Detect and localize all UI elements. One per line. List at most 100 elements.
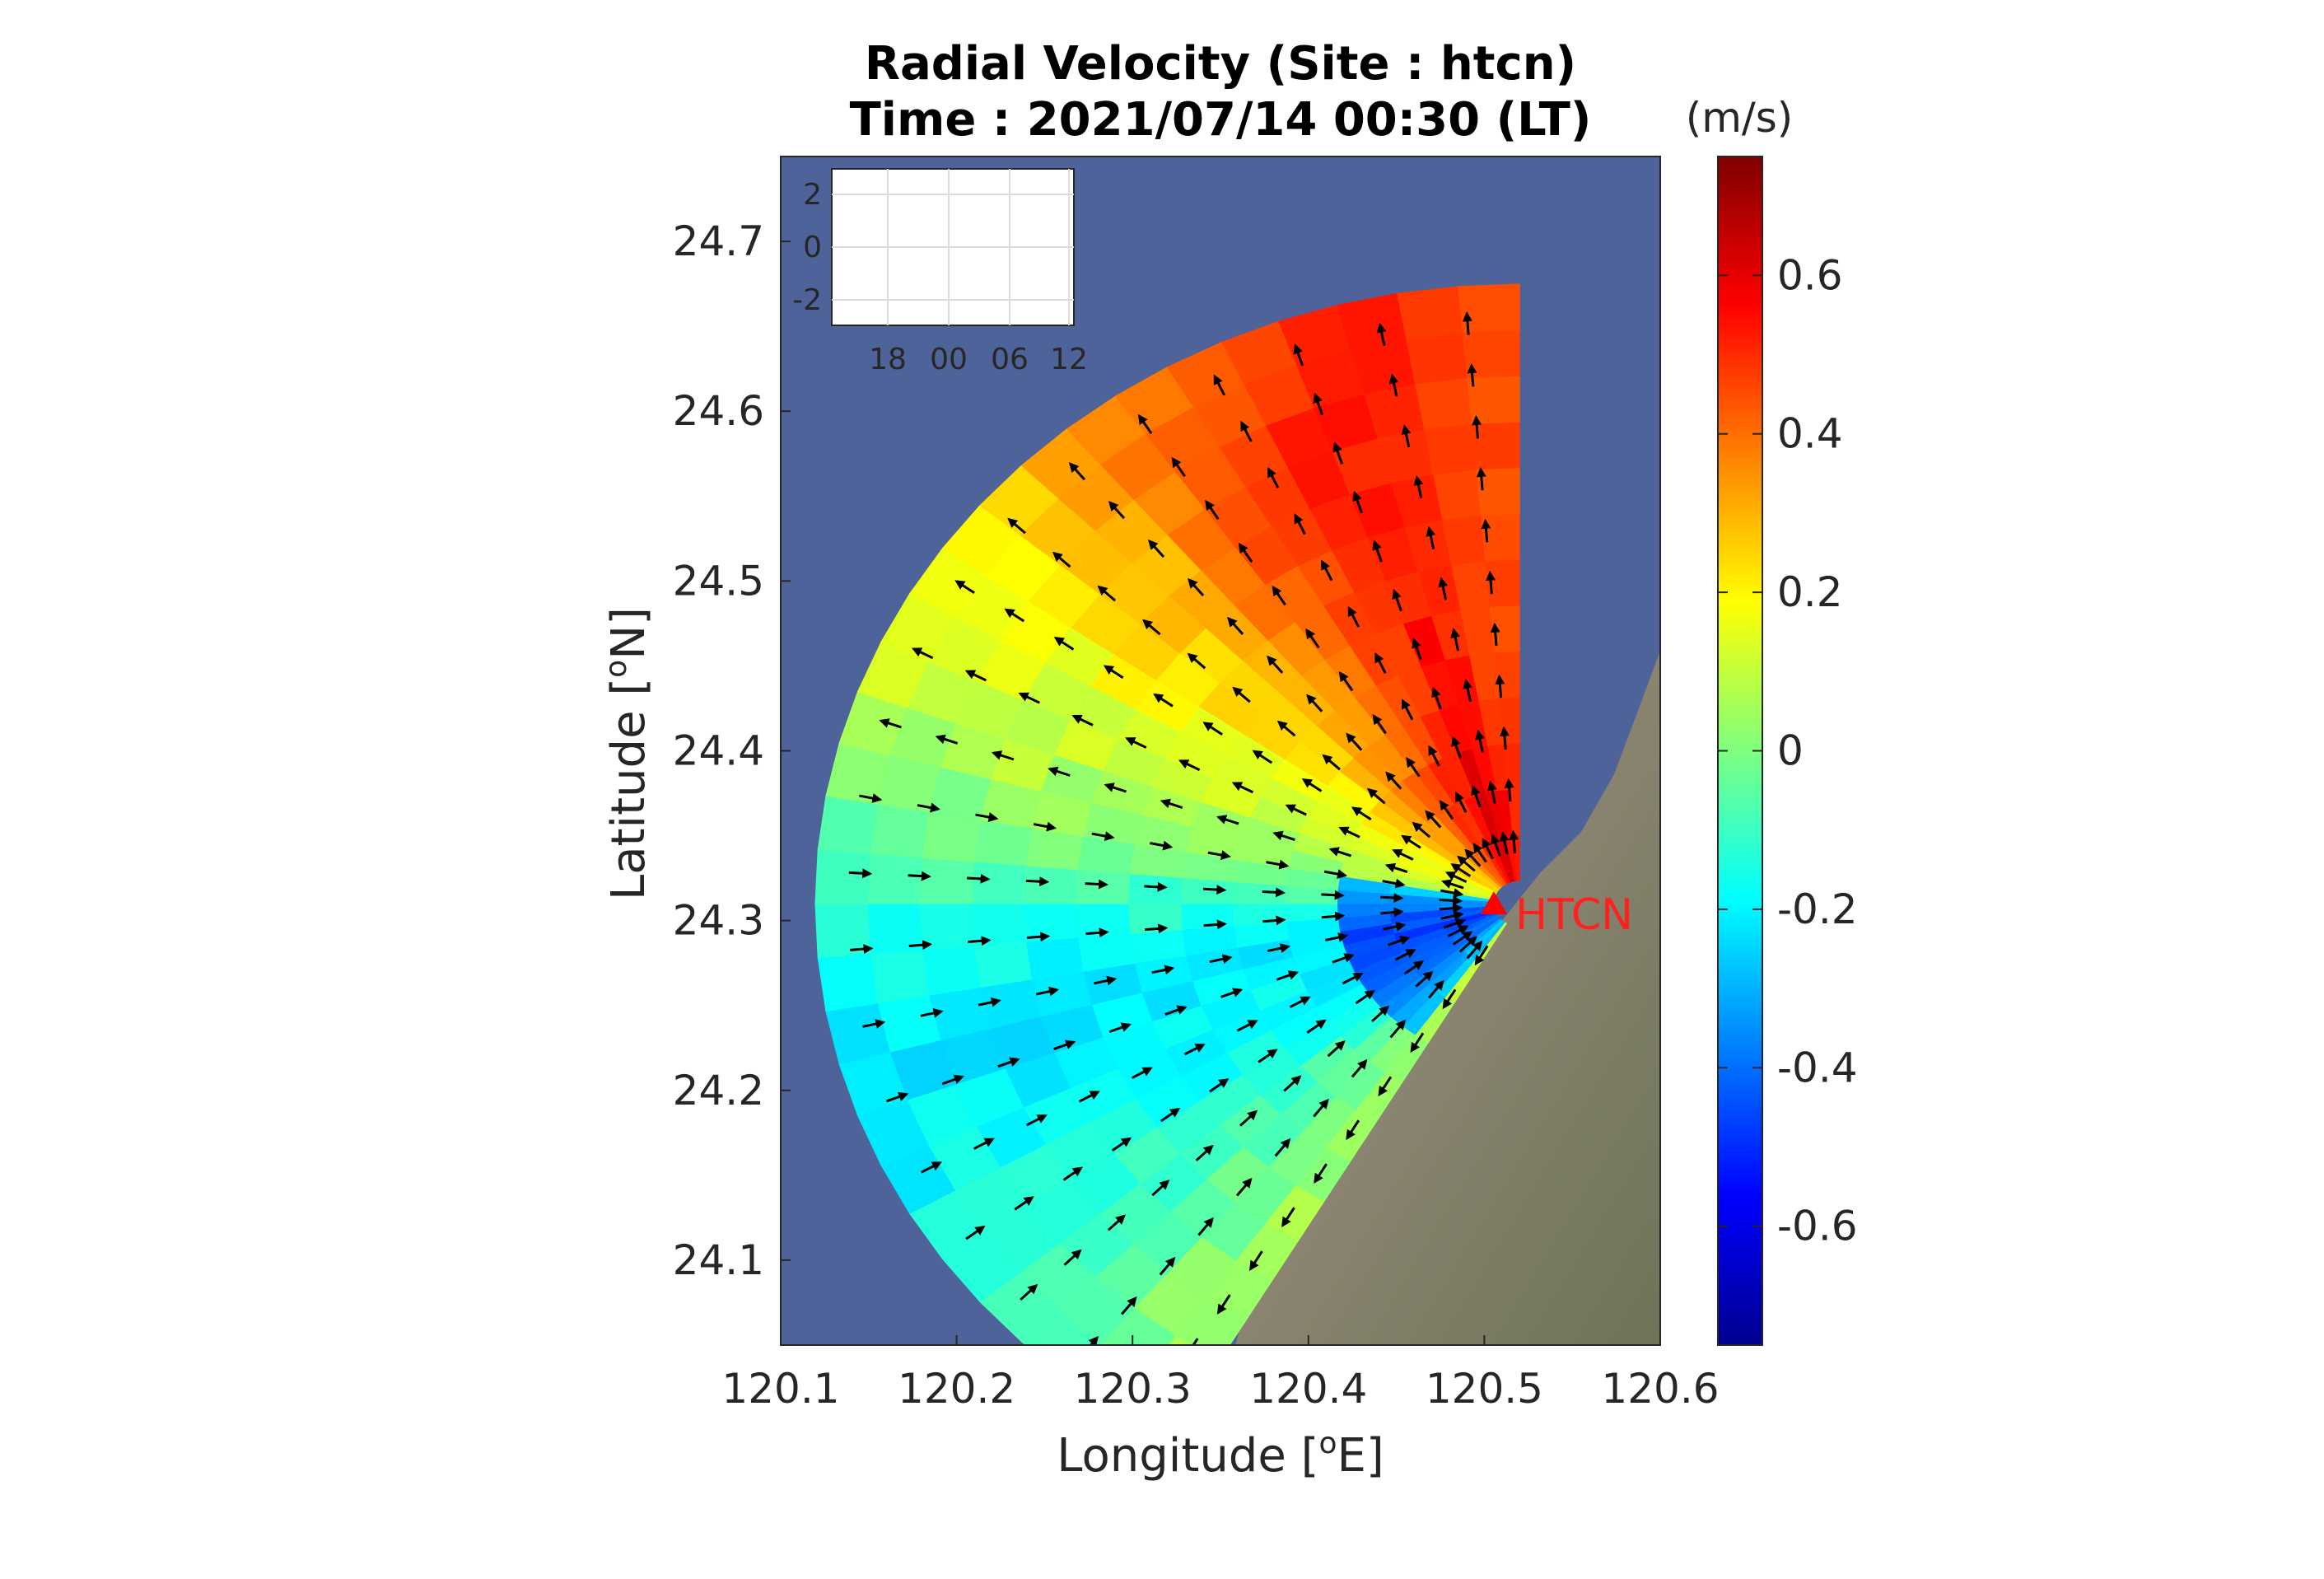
velocity-arrow bbox=[1338, 670, 1354, 692]
velocity-arrow bbox=[1346, 1119, 1360, 1141]
velocity-arrow bbox=[1033, 821, 1057, 832]
velocity-arrow bbox=[1164, 1005, 1188, 1016]
site-label: HTCN bbox=[1515, 890, 1633, 940]
velocity-arrow bbox=[1094, 975, 1118, 986]
velocity-arrow bbox=[1463, 679, 1472, 703]
velocity-cell bbox=[1397, 286, 1463, 339]
velocity-arrow bbox=[1438, 577, 1449, 600]
velocity-arrow bbox=[1252, 750, 1273, 764]
velocity-arrow bbox=[1323, 869, 1348, 879]
velocity-arrow bbox=[1178, 759, 1201, 772]
velocity-arrow bbox=[1240, 420, 1253, 442]
velocity-arrow bbox=[1239, 1110, 1258, 1127]
velocity-arrow bbox=[1476, 466, 1486, 491]
velocity-arrow bbox=[1088, 1335, 1099, 1345]
velocity-arrow bbox=[1062, 1166, 1083, 1181]
velocity-arrow bbox=[1401, 834, 1421, 849]
velocity-arrow bbox=[1160, 798, 1183, 809]
velocity-arrow bbox=[1020, 1283, 1038, 1301]
velocity-arrow bbox=[848, 868, 873, 879]
velocity-arrow bbox=[1035, 986, 1059, 997]
velocity-arrow bbox=[1007, 517, 1026, 535]
velocity-arrow bbox=[1313, 1098, 1329, 1118]
velocity-arrow bbox=[1457, 855, 1476, 872]
velocity-arrow bbox=[1352, 490, 1363, 514]
velocity-arrow bbox=[850, 944, 874, 955]
y-tick-label: 24.5 bbox=[673, 557, 764, 605]
velocity-arrow bbox=[1454, 791, 1468, 813]
velocity-cell bbox=[1471, 421, 1520, 470]
velocity-arrow bbox=[1472, 843, 1487, 863]
velocity-arrow bbox=[1425, 810, 1442, 829]
velocity-arrow bbox=[1258, 1049, 1278, 1063]
velocity-arrow bbox=[1443, 918, 1467, 929]
inset-x-tick-label: 00 bbox=[930, 343, 968, 376]
velocity-arrow bbox=[1380, 907, 1404, 918]
velocity-arrow bbox=[1332, 441, 1343, 465]
velocity-arrow bbox=[1401, 698, 1414, 721]
inset-x-tick-label: 18 bbox=[869, 343, 907, 376]
inset-x-tick-label: 06 bbox=[991, 343, 1029, 376]
velocity-arrow bbox=[1085, 927, 1109, 938]
velocity-arrow bbox=[1267, 467, 1280, 489]
velocity-arrow bbox=[1410, 1032, 1425, 1053]
velocity-arrow bbox=[1160, 1107, 1181, 1123]
y-tick-label: 24.1 bbox=[673, 1236, 764, 1284]
velocity-cell bbox=[1494, 651, 1520, 698]
velocity-arrow bbox=[1415, 970, 1434, 988]
velocity-arrow bbox=[1203, 919, 1227, 930]
inset-y-tick-label: -2 bbox=[792, 283, 822, 317]
velocity-arrow bbox=[1464, 848, 1482, 867]
velocity-arrow bbox=[1403, 960, 1425, 975]
velocity-arrow bbox=[1509, 829, 1519, 854]
velocity-arrow bbox=[975, 812, 999, 822]
velocity-arrow bbox=[1097, 585, 1117, 602]
velocity-arrow bbox=[1378, 1076, 1393, 1097]
x-tick-label: 120.4 bbox=[1249, 1365, 1367, 1413]
velocity-arrow bbox=[1491, 834, 1501, 857]
y-axis-label: Latitude [oN] bbox=[600, 607, 656, 900]
velocity-arrow bbox=[1026, 932, 1051, 942]
velocity-arrow bbox=[917, 802, 940, 813]
velocity-arrow bbox=[1053, 637, 1075, 651]
velocity-arrow bbox=[1103, 665, 1124, 680]
velocity-cell bbox=[971, 903, 1027, 946]
velocity-arrow bbox=[859, 793, 883, 803]
velocity-cell bbox=[1076, 869, 1131, 904]
velocity-arrow bbox=[1262, 887, 1286, 898]
velocity-arrow bbox=[1440, 910, 1464, 921]
velocity-cell bbox=[1476, 467, 1520, 516]
x-tick-label: 120.6 bbox=[1601, 1365, 1719, 1413]
velocity-arrow bbox=[1227, 616, 1244, 635]
velocity-arrow bbox=[1293, 343, 1304, 367]
velocity-arrow bbox=[1482, 838, 1495, 860]
velocity-arrow bbox=[1383, 922, 1407, 932]
chart-title-line1: Radial Velocity (Site : htcn) bbox=[865, 37, 1576, 91]
velocity-cell bbox=[1023, 865, 1079, 904]
velocity-arrow bbox=[1499, 831, 1510, 855]
velocity-arrow bbox=[1052, 551, 1071, 568]
velocity-arrow bbox=[1107, 1214, 1126, 1231]
velocity-arrow bbox=[908, 940, 933, 951]
inset-x-tick-label: 12 bbox=[1050, 343, 1088, 376]
velocity-arrow bbox=[1472, 415, 1482, 439]
velocity-arrow bbox=[1475, 729, 1485, 753]
velocity-arrow bbox=[1144, 881, 1168, 892]
velocity-arrow bbox=[1125, 736, 1147, 749]
velocity-arrow bbox=[1450, 628, 1461, 652]
velocity-arrow bbox=[1209, 954, 1233, 965]
x-axis: 120.1 120.2 120.3 120.4 120.5 120.6 bbox=[721, 1335, 1720, 1413]
y-axis: 24.1 24.2 24.3 24.4 24.5 24.6 24.7 bbox=[673, 217, 791, 1284]
velocity-arrow bbox=[1004, 608, 1025, 623]
colorbar-tick-label: 0 bbox=[1777, 727, 1804, 775]
velocity-arrow bbox=[1413, 474, 1424, 499]
velocity-cell bbox=[971, 861, 1027, 904]
velocity-cell bbox=[814, 848, 870, 904]
velocity-arrow bbox=[1231, 782, 1254, 794]
velocity-arrow bbox=[1466, 940, 1483, 960]
velocity-arrow bbox=[1262, 915, 1286, 926]
velocity-arrow bbox=[1385, 771, 1402, 790]
velocity-arrow bbox=[1192, 1338, 1199, 1345]
velocity-arrow bbox=[1195, 1144, 1214, 1162]
velocity-arrow bbox=[1389, 1019, 1407, 1039]
